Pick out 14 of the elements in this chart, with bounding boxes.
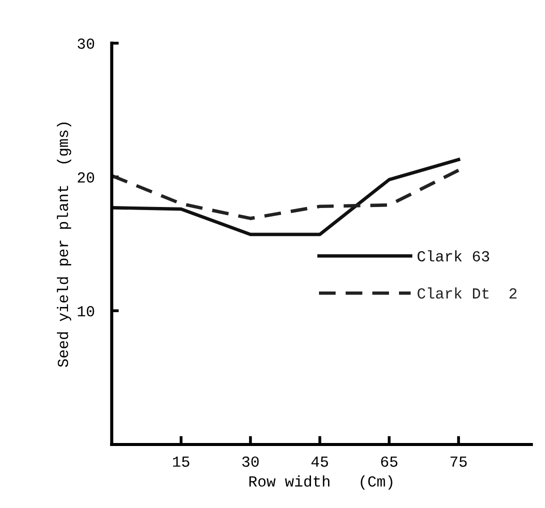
y-tick-label: 10: [78, 306, 94, 316]
y-axis-title: Seed yield per plant (gms): [56, 122, 72, 368]
x-tick-label: 30: [242, 456, 259, 467]
x-axis-title: Row width (Cm): [249, 475, 392, 490]
line-series: [112, 168, 460, 220]
y-tick-label: 20: [78, 172, 94, 183]
text: Clark 63: [418, 250, 490, 262]
y-tick-label: 30: [78, 38, 94, 49]
x-tick-label: 75: [450, 456, 467, 467]
x-tick-label: 45: [311, 456, 328, 467]
text: Clark Dt 2: [418, 287, 517, 299]
line-series: [112, 158, 460, 236]
x-tick-label: 65: [381, 456, 398, 467]
x-tick-label: 15: [173, 456, 190, 467]
